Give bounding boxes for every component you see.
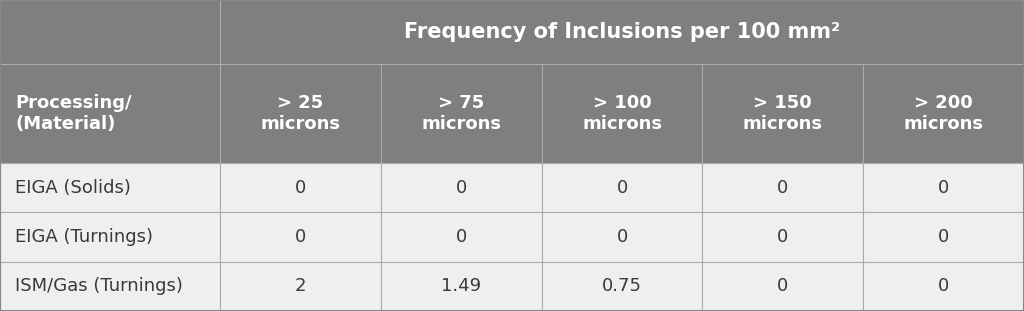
Bar: [702, 212, 863, 262]
Bar: [381, 64, 542, 163]
Text: 0: 0: [456, 228, 467, 246]
Text: 0: 0: [938, 228, 949, 246]
Bar: [542, 262, 702, 311]
Text: > 150
microns: > 150 microns: [742, 94, 823, 133]
Text: Processing/
(Material): Processing/ (Material): [15, 94, 132, 133]
Bar: [702, 163, 863, 212]
Bar: [863, 64, 1024, 163]
Text: Frequency of Inclusions per 100 mm²: Frequency of Inclusions per 100 mm²: [404, 22, 840, 42]
Text: 1.49: 1.49: [441, 277, 481, 295]
Text: > 75
microns: > 75 microns: [421, 94, 502, 133]
Bar: [863, 212, 1024, 262]
Text: 0: 0: [456, 179, 467, 197]
Bar: [702, 64, 863, 163]
Text: 2: 2: [295, 277, 306, 295]
Bar: [863, 262, 1024, 311]
Text: ISM/Gas (Turnings): ISM/Gas (Turnings): [15, 277, 183, 295]
Text: > 200
microns: > 200 microns: [903, 94, 984, 133]
Text: 0: 0: [938, 179, 949, 197]
Text: > 100
microns: > 100 microns: [582, 94, 663, 133]
Bar: [220, 0, 1024, 64]
Bar: [0, 212, 220, 262]
Bar: [0, 0, 220, 64]
Text: 0: 0: [616, 179, 628, 197]
Bar: [0, 64, 220, 163]
Text: 0: 0: [777, 179, 788, 197]
Text: > 25
microns: > 25 microns: [260, 94, 341, 133]
Bar: [220, 163, 381, 212]
Bar: [863, 163, 1024, 212]
Bar: [0, 163, 220, 212]
Bar: [702, 262, 863, 311]
Bar: [381, 212, 542, 262]
Text: 0: 0: [777, 228, 788, 246]
Bar: [220, 212, 381, 262]
Bar: [542, 163, 702, 212]
Bar: [0, 262, 220, 311]
Text: 0: 0: [777, 277, 788, 295]
Bar: [542, 212, 702, 262]
Bar: [220, 262, 381, 311]
Bar: [220, 64, 381, 163]
Text: 0: 0: [938, 277, 949, 295]
Bar: [542, 64, 702, 163]
Text: 0: 0: [295, 179, 306, 197]
Text: 0: 0: [295, 228, 306, 246]
Text: 0.75: 0.75: [602, 277, 642, 295]
Text: EIGA (Turnings): EIGA (Turnings): [15, 228, 154, 246]
Bar: [381, 163, 542, 212]
Text: EIGA (Solids): EIGA (Solids): [15, 179, 131, 197]
Bar: [381, 262, 542, 311]
Text: 0: 0: [616, 228, 628, 246]
